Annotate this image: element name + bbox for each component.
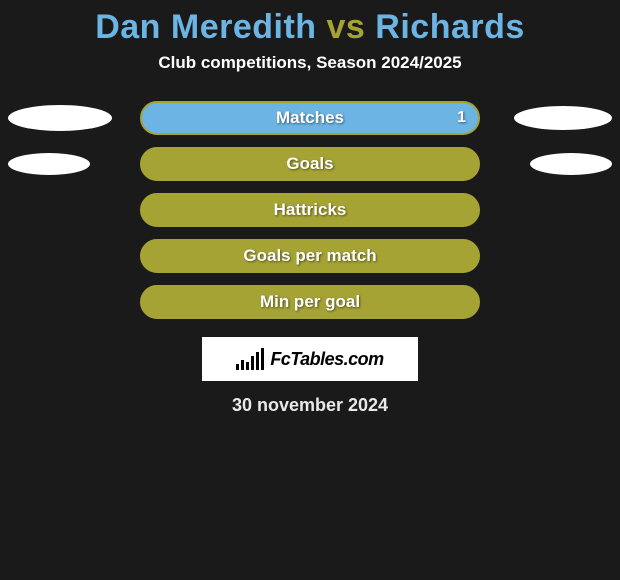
site-logo: FcTables.com	[202, 337, 418, 381]
stat-pill: Min per goal	[140, 285, 480, 319]
stat-rows: Matches 1 Goals Hattricks Goals per match Min…	[0, 101, 620, 319]
stat-label: Goals	[286, 154, 333, 174]
comparison-title: Dan Meredith vs Richards	[0, 0, 620, 53]
stat-row: Goals	[0, 147, 620, 181]
stat-pill: Goals	[140, 147, 480, 181]
left-indicator-ellipse	[8, 105, 112, 131]
stat-row: Matches 1	[0, 101, 620, 135]
stat-label: Hattricks	[274, 200, 347, 220]
stat-row: Min per goal	[0, 285, 620, 319]
snapshot-date: 30 november 2024	[0, 395, 620, 416]
stat-value-right: 1	[457, 109, 466, 127]
player2-name: Richards	[375, 8, 525, 46]
left-indicator-ellipse	[8, 153, 90, 175]
stat-pill: Hattricks	[140, 193, 480, 227]
stat-label: Goals per match	[243, 246, 376, 266]
logo-text: FcTables.com	[270, 349, 383, 370]
logo-bars-icon	[236, 348, 264, 370]
stat-label: Matches	[276, 108, 344, 128]
player1-name: Dan Meredith	[95, 8, 316, 46]
right-indicator-ellipse	[514, 106, 612, 130]
stat-row: Hattricks	[0, 193, 620, 227]
stat-row: Goals per match	[0, 239, 620, 273]
vs-text: vs	[327, 8, 366, 46]
stat-label: Min per goal	[260, 292, 360, 312]
stat-pill: Goals per match	[140, 239, 480, 273]
stat-pill: Matches 1	[140, 101, 480, 135]
season-subtitle: Club competitions, Season 2024/2025	[0, 53, 620, 101]
right-indicator-ellipse	[530, 153, 612, 175]
